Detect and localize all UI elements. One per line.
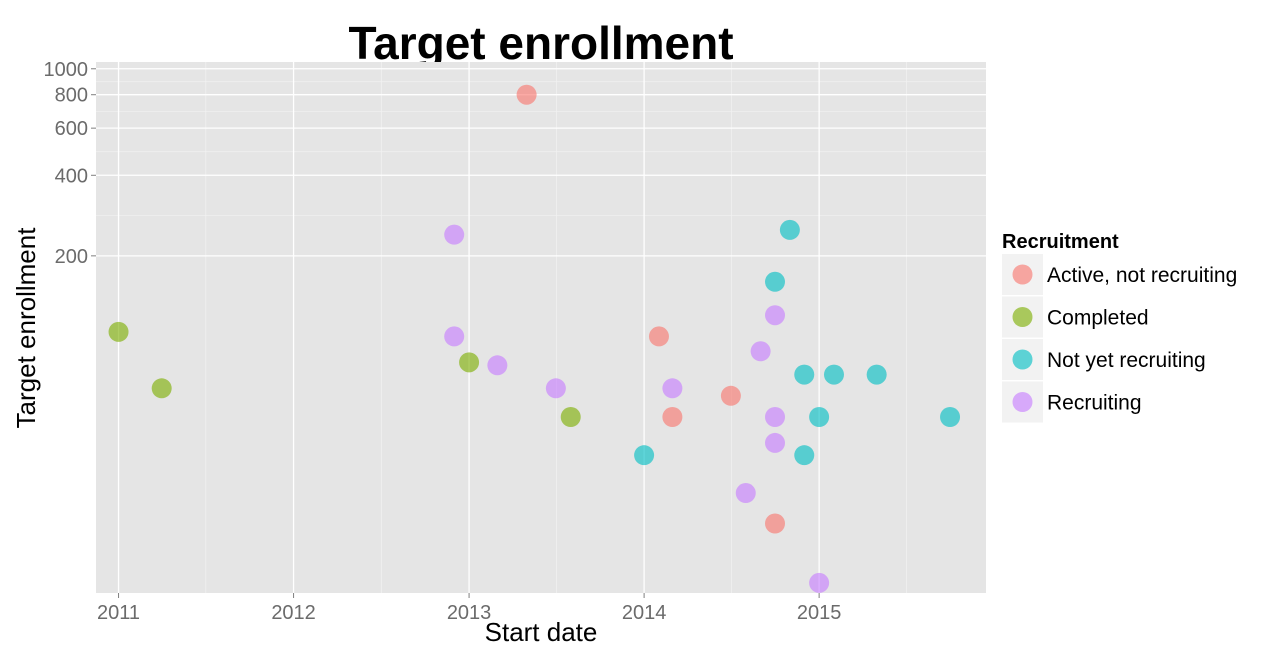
y-axis: 200 400 600 800 1000 — [44, 59, 96, 268]
point-completed — [151, 378, 172, 399]
y-tick-label: 800 — [55, 85, 88, 107]
legend-label: Not yet recruiting — [1047, 349, 1206, 372]
point-completed — [459, 352, 480, 373]
x-tick-label: 2011 — [97, 602, 140, 624]
chart-title: Target enrollment — [348, 17, 733, 69]
y-tick-label: 400 — [55, 165, 88, 187]
x-tick-label: 2012 — [271, 602, 316, 624]
point-recruiting — [545, 378, 566, 399]
point-recruiting — [735, 483, 756, 504]
point-active-not-recruiting — [516, 84, 537, 105]
plot-panel — [96, 62, 986, 593]
point-completed — [560, 406, 581, 427]
point-completed — [108, 321, 129, 342]
point-recruiting — [809, 572, 830, 593]
point-recruiting — [487, 355, 508, 376]
point-not-yet-recruiting — [765, 271, 786, 292]
point-not-yet-recruiting — [823, 364, 844, 385]
x-axis-title: Start date — [485, 617, 598, 647]
point-not-yet-recruiting — [779, 219, 800, 240]
legend-key-not-yet-recruiting — [1012, 349, 1033, 370]
point-active-not-recruiting — [662, 406, 683, 427]
y-tick-label: 600 — [55, 118, 88, 140]
y-tick-label: 1000 — [44, 59, 89, 81]
data-points — [108, 84, 961, 593]
legend-title: Recruitment — [1002, 231, 1119, 253]
legend-key-active-not-recruiting — [1012, 264, 1033, 285]
legend-label: Active, not recruiting — [1047, 264, 1237, 287]
point-not-yet-recruiting — [940, 406, 961, 427]
point-not-yet-recruiting — [634, 445, 655, 466]
y-axis-title: Target enrollment — [11, 227, 41, 429]
gridlines — [96, 62, 986, 593]
x-tick-label: 2014 — [622, 602, 667, 624]
x-tick-label: 2013 — [447, 602, 492, 624]
legend-label: Recruiting — [1047, 392, 1142, 415]
point-recruiting — [765, 432, 786, 453]
legend: Recruitment Active, not recruiting Comple… — [1002, 231, 1237, 423]
x-tick-label: 2015 — [797, 602, 842, 624]
point-recruiting — [750, 341, 771, 362]
point-recruiting — [662, 378, 683, 399]
point-active-not-recruiting — [648, 326, 669, 347]
legend-key-recruiting — [1012, 392, 1033, 412]
legend-label: Completed — [1047, 307, 1149, 330]
y-tick-label: 200 — [55, 246, 88, 268]
point-active-not-recruiting — [765, 513, 786, 534]
point-not-yet-recruiting — [809, 406, 830, 427]
point-recruiting — [444, 224, 465, 245]
x-axis: 2011 2012 2013 2014 2015 — [97, 593, 841, 624]
legend-key-completed — [1012, 307, 1033, 327]
point-not-yet-recruiting — [866, 364, 887, 385]
point-not-yet-recruiting — [794, 445, 815, 466]
point-recruiting — [444, 326, 465, 347]
point-not-yet-recruiting — [794, 364, 815, 385]
point-recruiting — [765, 406, 786, 427]
point-active-not-recruiting — [720, 385, 741, 406]
point-recruiting — [765, 305, 786, 326]
